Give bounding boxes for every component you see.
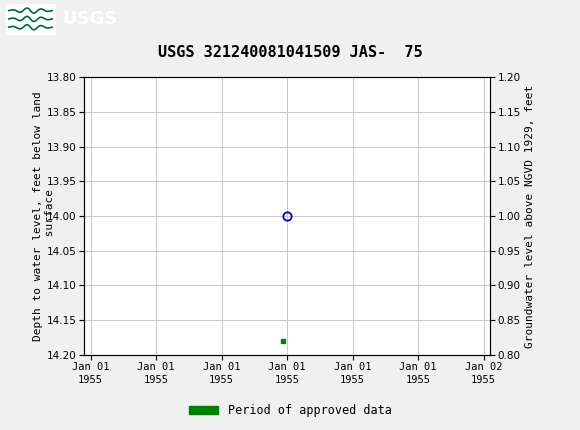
Legend: Period of approved data: Period of approved data bbox=[184, 399, 396, 422]
Y-axis label: Groundwater level above NGVD 1929, feet: Groundwater level above NGVD 1929, feet bbox=[525, 84, 535, 348]
Bar bbox=[6, 4, 55, 34]
Text: USGS 321240081041509 JAS-  75: USGS 321240081041509 JAS- 75 bbox=[158, 45, 422, 60]
Y-axis label: Depth to water level, feet below land
 surface: Depth to water level, feet below land su… bbox=[33, 91, 55, 341]
Text: USGS: USGS bbox=[62, 10, 117, 28]
